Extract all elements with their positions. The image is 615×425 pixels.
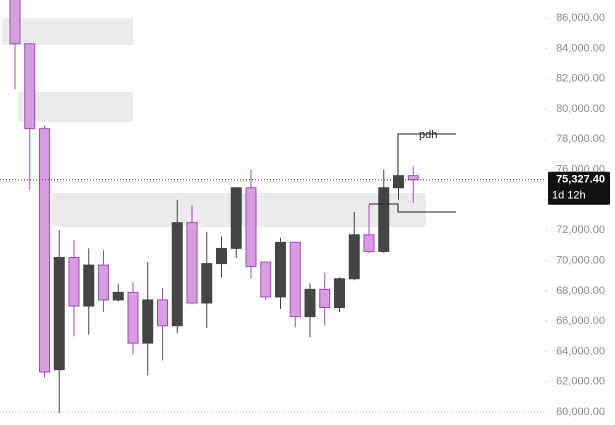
annotation: pdh [419,129,437,141]
candle-body [98,264,109,301]
candle-body [275,241,286,298]
candle-body [260,261,272,298]
candle-body [127,291,139,344]
y-tick-label: 86,000.00 [556,12,605,24]
y-tick-label: 80,000.00 [556,103,605,115]
y-tick-label: 84,000.00 [556,42,605,54]
countdown: 1d 12h [552,190,586,202]
candle-body [407,175,419,181]
zone [2,18,133,45]
pdh-line [397,133,456,176]
candle-body [68,257,80,307]
level-line [369,203,456,213]
y-tick-label: 82,000.00 [556,73,605,85]
candle-body [348,234,360,280]
y-tick-label: 62,000.00 [556,376,605,388]
y-tick-label: 72,000.00 [556,224,605,236]
candle-body [171,222,183,327]
candle-body [289,241,301,318]
plot [9,0,419,414]
candle-body [9,0,21,45]
y-tick-label: 66,000.00 [556,315,605,327]
price-label: 75,327.40 [556,174,605,186]
candle-body [83,264,95,307]
y-tick-label: 60,000.00 [556,406,605,418]
candle-body [216,247,227,265]
candle-body [393,175,404,189]
candle-body [378,187,390,252]
y-tick-label: 64,000.00 [556,345,605,357]
candle-body [230,187,242,249]
price-box [548,171,610,205]
y-tick-label: 70,000.00 [556,254,605,266]
y-tick-label: 78,000.00 [556,133,605,145]
candle-body [334,278,345,309]
candle-body [24,43,36,130]
y-tick-label: 68,000.00 [556,285,605,297]
candle-body [157,299,168,327]
candle-body [39,128,50,373]
candle-body [304,288,316,318]
candle-body [186,222,198,304]
candle-body [363,234,375,252]
zone [18,92,133,122]
candle-body [142,299,154,344]
candle-body [245,187,257,268]
candle-body [112,291,124,301]
candle-body [53,257,65,371]
candle-body [319,288,331,309]
candle-body [201,263,213,304]
